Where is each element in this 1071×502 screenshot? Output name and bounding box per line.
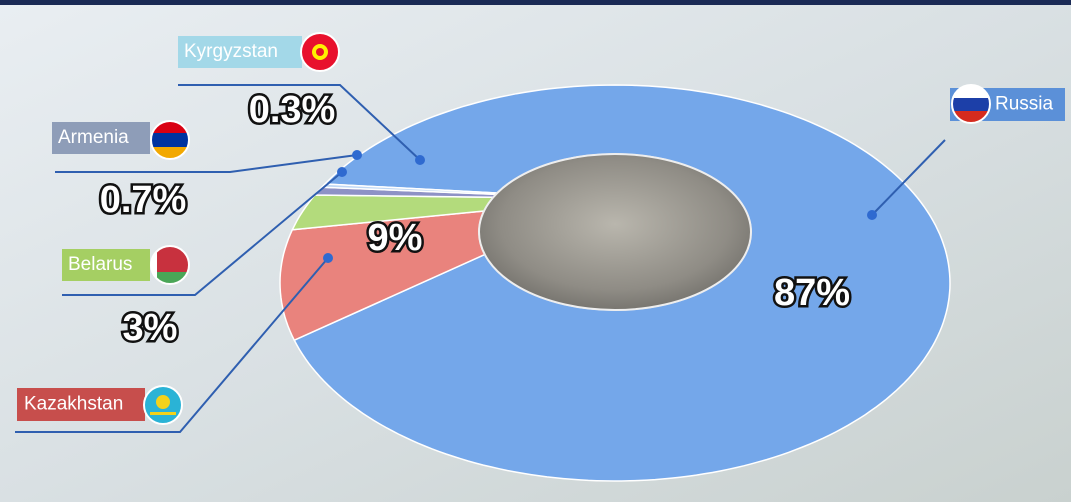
category-label: Russia bbox=[995, 94, 1054, 115]
value-label: 0.3% bbox=[249, 89, 336, 131]
leader-dot bbox=[323, 253, 333, 263]
leader-dot bbox=[352, 150, 362, 160]
center-coin bbox=[479, 154, 751, 310]
leader-dot bbox=[867, 210, 877, 220]
chart: Russia 87% Kazakhstan 9% Belarus 3% Armenia 0.7… bbox=[0, 0, 1071, 502]
category-label: Kazakhstan bbox=[24, 394, 123, 415]
top-bar bbox=[0, 0, 1071, 5]
value-label: 3% bbox=[123, 307, 178, 349]
value-label: 0.7% bbox=[100, 179, 187, 221]
leader-dot bbox=[337, 167, 347, 177]
category-label: Armenia bbox=[58, 127, 129, 148]
value-label: 87% bbox=[774, 272, 850, 314]
category-label: Belarus bbox=[68, 254, 132, 275]
leader-dot bbox=[415, 155, 425, 165]
category-label: Kyrgyzstan bbox=[184, 41, 278, 62]
value-label: 9% bbox=[368, 217, 423, 259]
